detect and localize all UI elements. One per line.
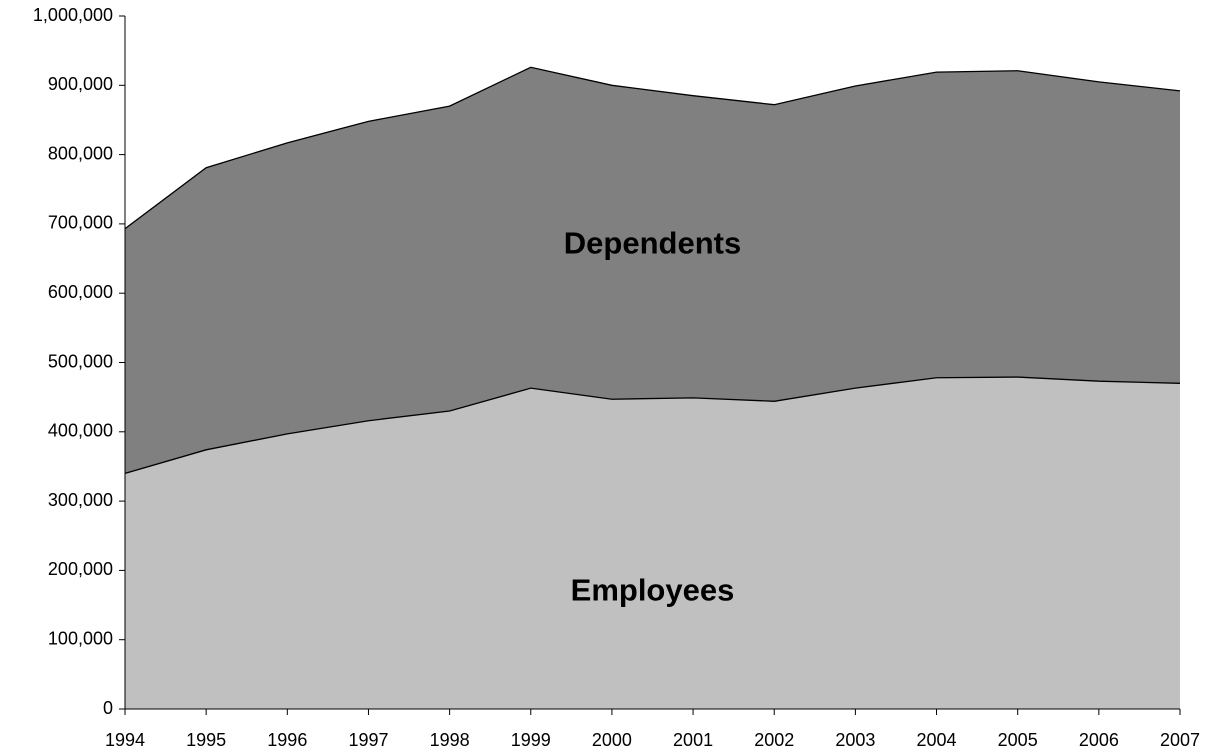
y-tick-label: 500,000 [48,351,113,371]
y-tick-label: 300,000 [48,490,113,510]
area-line [124,66,1181,230]
x-tick-label: 2006 [1079,730,1119,750]
y-tick-label: 700,000 [48,213,113,233]
area [125,67,1180,474]
x-tick-label: 1998 [430,730,470,750]
x-tick-label: 1996 [267,730,307,750]
y-tick-label: 100,000 [48,628,113,648]
area-line [124,376,1181,475]
series-label: Employees [571,573,735,608]
x-tick-label: 2004 [917,730,957,750]
y-tick-label: 200,000 [48,559,113,579]
x-tick-label: 1999 [511,730,551,750]
y-tick-label: 600,000 [48,282,113,302]
y-tick-label: 900,000 [48,74,113,94]
y-tick-label: 1,000,000 [33,5,113,25]
y-tick-label: 800,000 [48,143,113,163]
x-tick-label: 1994 [105,730,145,750]
x-tick-label: 2002 [754,730,794,750]
x-tick-label: 2000 [592,730,632,750]
series-label: Dependents [564,225,741,260]
x-tick-label: 1997 [348,730,388,750]
x-tick-label: 2005 [998,730,1038,750]
x-tick-label: 1995 [186,730,226,750]
y-tick-label: 0 [103,698,113,718]
area [125,377,1180,709]
x-tick-label: 2001 [673,730,713,750]
x-tick-label: 2007 [1160,730,1200,750]
y-tick-label: 400,000 [48,421,113,441]
x-tick-label: 2003 [835,730,875,750]
